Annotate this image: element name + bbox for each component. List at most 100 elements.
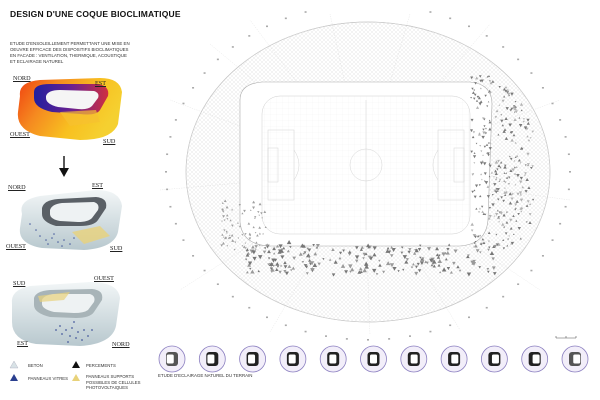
perforation-mark <box>521 185 525 189</box>
perforation-mark <box>488 164 492 168</box>
grid-tick <box>304 330 307 333</box>
perforation-mark <box>484 181 489 185</box>
grid-tick <box>231 295 234 298</box>
perforation-mark <box>272 264 275 268</box>
perforation-mark <box>493 183 497 187</box>
perforation-mark <box>498 178 502 181</box>
perforation-mark <box>237 237 240 239</box>
perforation-mark <box>419 244 422 247</box>
perforation-mark <box>470 96 473 99</box>
perforation-mark <box>530 166 533 170</box>
grid-tick <box>248 35 251 37</box>
perforation-mark <box>486 152 490 156</box>
perforation-mark <box>367 255 372 259</box>
perforation-mark <box>331 273 336 277</box>
perforation-mark <box>478 207 481 210</box>
perforation-mark <box>513 159 516 162</box>
perforation-mark <box>489 251 495 256</box>
perforation-mark <box>489 141 492 144</box>
perforation-mark <box>479 100 483 103</box>
perforation-mark <box>263 210 267 213</box>
perforation-mark <box>479 144 482 147</box>
perforation-mark <box>488 127 492 131</box>
description-line: ETUDE D'ENSOLEILLEMENT PERMETTANT UNE MI… <box>10 41 130 46</box>
grid-tick <box>468 25 470 28</box>
perforation-mark <box>267 249 271 254</box>
perforation-mark <box>425 261 429 265</box>
perforation-mark <box>501 124 504 127</box>
perforation-mark <box>514 110 518 114</box>
perforation-mark <box>527 138 531 142</box>
perforation-mark <box>504 89 508 93</box>
perforation-mark <box>503 172 506 174</box>
perforation-mark <box>241 212 244 215</box>
perforation-mark <box>427 247 432 251</box>
perforation-mark <box>254 248 257 250</box>
perforation-mark <box>221 220 223 222</box>
perforation-mark <box>467 254 470 257</box>
perforation-mark <box>494 177 498 181</box>
perforation-mark <box>519 146 524 150</box>
perforation-mark <box>340 263 346 268</box>
perforation-mark <box>502 247 506 250</box>
grid-tick <box>182 102 185 105</box>
perforation-mark <box>446 267 451 271</box>
perforation-mark <box>251 245 255 249</box>
perforation-mark <box>499 161 503 164</box>
perforation-mark <box>503 190 507 194</box>
perforation-mark <box>252 200 255 204</box>
perforation-mark <box>287 264 292 268</box>
grid-tick <box>367 339 369 341</box>
perforation-mark <box>479 242 483 245</box>
perforation-mark <box>478 102 482 106</box>
perforation-mark <box>510 107 514 111</box>
perforation-mark <box>484 132 488 135</box>
perforation-mark <box>514 203 518 207</box>
perforation-mark <box>514 173 516 176</box>
perforation-mark <box>254 245 258 249</box>
perforation-mark <box>511 168 515 172</box>
perforation-mark <box>516 192 520 196</box>
perforation-mark <box>523 126 528 130</box>
perforation-mark <box>473 93 477 97</box>
grid-tick <box>266 316 268 319</box>
perforation-mark <box>509 109 513 112</box>
perforation-mark <box>222 215 226 218</box>
perforation-mark <box>487 216 491 220</box>
light-study-caption: ETUDE D'ECLAIRAGE NATUREL DU TERRAIN <box>158 373 253 378</box>
grid-tick <box>530 72 533 74</box>
perforation-mark <box>497 159 500 163</box>
perforation-mark <box>513 118 517 121</box>
perforation-mark <box>242 245 246 248</box>
perforation-mark <box>488 215 492 218</box>
perforation-mark <box>247 261 253 266</box>
perforation-mark <box>524 190 528 193</box>
perforation-mark <box>372 246 377 251</box>
perforation-mark <box>419 256 422 259</box>
perforation-mark <box>273 252 276 255</box>
grid-tick <box>174 119 177 121</box>
perforation-mark <box>505 91 510 94</box>
perforation-mark <box>483 172 487 176</box>
grid-tick <box>192 87 195 89</box>
light-study-diagram <box>440 345 468 373</box>
perforation-mark <box>513 107 517 111</box>
perforation-mark <box>495 243 499 247</box>
perforation-mark <box>470 222 474 226</box>
perforation-mark <box>502 87 506 91</box>
perforation-mark <box>429 258 434 263</box>
perforation-mark <box>305 265 309 269</box>
label-sud: SUD <box>13 280 26 287</box>
perforation-mark <box>401 246 404 249</box>
light-study-diagram <box>561 345 589 373</box>
legend-pv-line: PHOTOVOLTAIQUES <box>86 385 129 390</box>
perforation-mark <box>471 135 475 139</box>
grid-tick <box>284 324 287 327</box>
perforation-mark <box>221 208 224 211</box>
perforation-mark <box>386 246 390 250</box>
perforation-mark <box>472 131 476 134</box>
grid-tick <box>502 46 505 48</box>
perforation-mark <box>412 262 415 266</box>
